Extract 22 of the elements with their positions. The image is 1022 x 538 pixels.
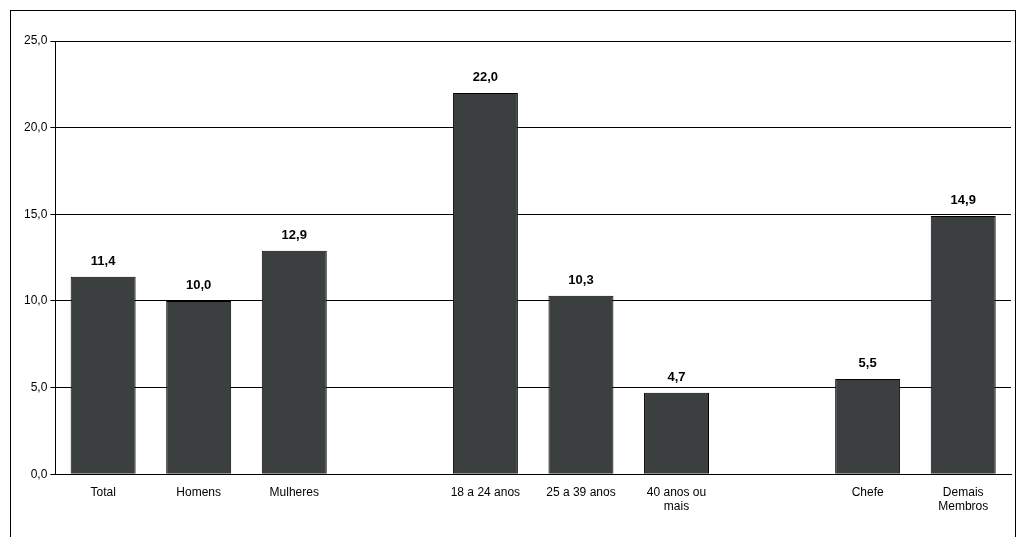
data-label: 11,4 <box>90 252 117 268</box>
y-tick-label: 0,0 <box>30 466 48 481</box>
y-tick-label: 5,0 <box>30 379 48 394</box>
x-tick-label: Total <box>90 484 116 499</box>
y-tick-label: 25,0 <box>24 33 48 48</box>
data-label: 14,9 <box>950 192 976 208</box>
x-tick-label: 40 anos ou mais <box>646 484 707 514</box>
data-label: 5,5 <box>858 354 877 370</box>
data-label: 10,0 <box>186 276 212 292</box>
x-tick-label: 18 a 24 anos <box>450 484 521 499</box>
data-label: 4,7 <box>667 368 686 384</box>
x-tick-label: Mulheres <box>269 484 319 499</box>
x-tick-label: 25 a 39 anos <box>546 484 616 499</box>
x-tick-label: Demais Membros <box>938 484 989 514</box>
data-label: 12,9 <box>281 226 307 242</box>
x-tick-label: Homens <box>176 484 222 499</box>
x-tick-label: Chefe <box>851 484 884 499</box>
y-tick-label: 20,0 <box>24 119 48 134</box>
data-label: 22,0 <box>472 68 499 84</box>
data-label: 10,3 <box>568 271 594 287</box>
y-tick-label: 10,0 <box>24 293 48 308</box>
y-tick-label: 15,0 <box>24 206 48 221</box>
